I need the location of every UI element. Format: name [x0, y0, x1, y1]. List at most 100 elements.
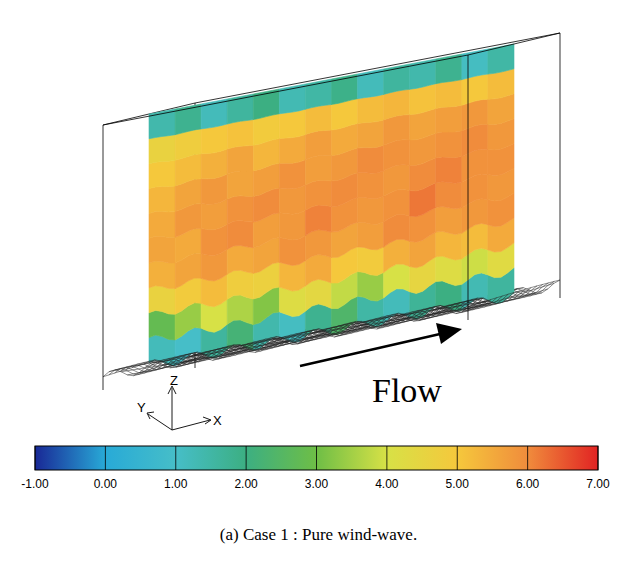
colorbar-tick [246, 446, 247, 470]
colorbar-tick-label: 3.00 [305, 477, 329, 491]
wave-mesh [377, 317, 423, 329]
figure: FlowZXY-1.000.001.002.003.004.005.006.00… [0, 0, 637, 567]
colorbar-tick [175, 446, 176, 470]
wave-mesh [143, 294, 508, 367]
triad-head [147, 412, 154, 419]
wave-mesh [213, 349, 259, 360]
field-cell [227, 196, 253, 224]
box-edge [103, 125, 104, 390]
wave-mesh [176, 354, 222, 367]
triad-axis [172, 420, 210, 430]
colorbar-tick-label: 1.00 [164, 477, 188, 491]
box-back [103, 33, 560, 368]
wave-mesh [310, 321, 356, 334]
flow-label: Flow [372, 372, 442, 409]
wave-mesh [456, 302, 502, 313]
colorbar-tick [105, 446, 106, 470]
field-cell [384, 115, 410, 146]
field-cell [149, 261, 175, 289]
field-cell [279, 109, 305, 138]
triad-axis [172, 388, 173, 430]
box-edge [560, 33, 561, 298]
field-cell [436, 207, 462, 235]
colorbar-tick [35, 446, 36, 470]
field-cell [227, 246, 253, 275]
field-cell [149, 236, 175, 263]
field-cell [227, 120, 253, 150]
field-cell [358, 272, 384, 302]
field-cell [305, 279, 331, 311]
colorbar-tick-label: 7.00 [586, 477, 610, 491]
triad-axis [148, 414, 172, 430]
colorbar-tick-label: 0.00 [94, 477, 118, 491]
field-cell [436, 281, 462, 311]
field-cell [227, 171, 253, 199]
wave-mesh [365, 318, 411, 326]
wave-mesh [298, 331, 344, 344]
field-cell [384, 89, 410, 120]
field-cell [279, 185, 305, 214]
box-front [103, 33, 560, 390]
field-cell [436, 105, 462, 133]
field-cell [305, 255, 331, 287]
wave-mesh [450, 303, 496, 311]
colorbar-tick [598, 446, 599, 470]
wave-surface-front [103, 293, 514, 377]
colorbar: -1.000.001.002.003.004.005.006.007.00 [21, 446, 610, 491]
wave-mesh [395, 305, 441, 316]
wave-mesh [164, 357, 210, 365]
wave-mesh [206, 350, 252, 358]
wave-mesh [328, 327, 374, 335]
field-cell [149, 286, 175, 315]
colorbar-tick [316, 446, 317, 470]
field-cell [279, 160, 305, 189]
field-cell [436, 156, 462, 183]
field-cell [305, 180, 331, 210]
flow-arrow [300, 334, 440, 366]
field-cell [436, 231, 462, 260]
box-edge [468, 33, 560, 55]
wave-mesh [334, 326, 380, 337]
wave-mesh [514, 280, 560, 293]
wave-mesh [149, 293, 514, 366]
field-cell [358, 196, 384, 224]
field-cell [279, 135, 305, 164]
wave-mesh [140, 358, 186, 372]
field-cell [305, 205, 331, 235]
wave-mesh [468, 293, 514, 307]
field-cell [384, 165, 410, 197]
triad-label: X [213, 413, 222, 428]
field-cell [436, 131, 462, 158]
wave-mesh [132, 298, 497, 370]
wave-mesh [273, 329, 319, 340]
field-cell [436, 256, 462, 286]
wave-mesh [462, 298, 508, 312]
field-cell [436, 80, 462, 109]
colorbar-tick [527, 446, 528, 470]
wave-mesh [152, 352, 198, 363]
field-cell [358, 171, 384, 199]
colorbar-ramp [35, 446, 598, 470]
wave-mesh [243, 341, 289, 349]
colorbar-tick [457, 446, 458, 470]
field-cell [305, 155, 331, 185]
field-cell [227, 221, 253, 250]
wave-mesh [286, 334, 332, 342]
wave-mesh [121, 364, 167, 372]
flow-arrowhead [436, 323, 462, 344]
axis-triad: ZXY [137, 373, 222, 430]
field-cell [149, 310, 175, 340]
field-cell [358, 222, 384, 250]
velocity-slice [149, 44, 514, 366]
box-edge [195, 33, 560, 103]
colorbar-tick [386, 446, 387, 470]
field-cell [305, 130, 331, 160]
field-cell [358, 94, 384, 123]
field-cell [488, 44, 514, 74]
colorbar-tick-label: 5.00 [446, 477, 470, 491]
box-edge [468, 55, 469, 320]
colorbar-tick-label: 6.00 [516, 477, 540, 491]
field-cell [227, 295, 253, 325]
field-cell [227, 145, 253, 174]
field-cell [305, 105, 331, 135]
